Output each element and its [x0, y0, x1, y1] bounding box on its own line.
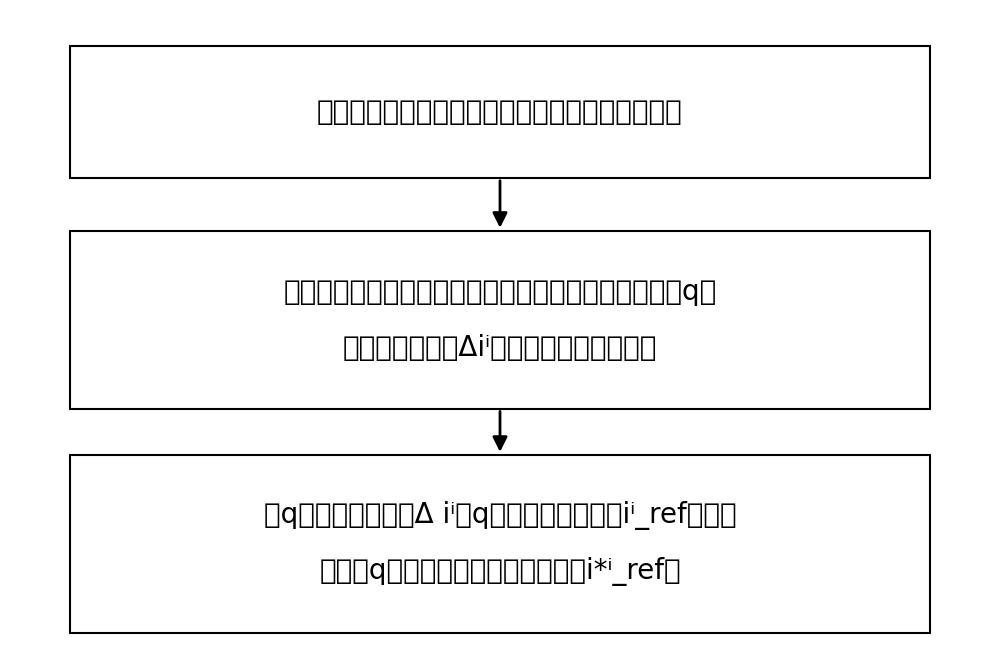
Text: 扭矩补偿电流值Δiⁱ，生成扭矩补偿曲线；: 扭矩补偿电流值Δiⁱ，生成扭矩补偿曲线；	[343, 333, 657, 362]
Text: 根据转子压缩机力矩模型与压缩机电磁转矩模型，计算q轴: 根据转子压缩机力矩模型与压缩机电磁转矩模型，计算q轴	[283, 277, 717, 306]
Text: 构建转子压缩机力矩模型与压缩机电磁转矩模型；: 构建转子压缩机力矩模型与压缩机电磁转矩模型；	[317, 98, 683, 126]
Bar	[70, 455, 930, 633]
Text: 将q轴扭矩补偿电流Δ iⁱ与q轴电流分量参考值iⁱ_ref相加后: 将q轴扭矩补偿电流Δ iⁱ与q轴电流分量参考值iⁱ_ref相加后	[264, 501, 736, 530]
Bar	[70, 46, 930, 178]
Bar	[70, 231, 930, 409]
Text: ，得到q轴前馈补偿电流分量参考值i*ⁱ_ref。: ，得到q轴前馈补偿电流分量参考值i*ⁱ_ref。	[319, 557, 681, 587]
